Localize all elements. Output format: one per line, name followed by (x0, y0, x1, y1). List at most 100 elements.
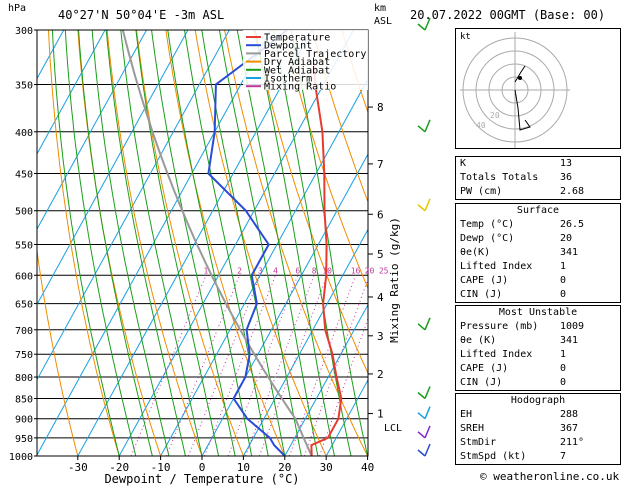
isotherm-line (242, 228, 368, 456)
series-line-temperature (310, 63, 343, 456)
dry-adiabat (282, 30, 368, 290)
wind-barb (424, 198, 431, 212)
mixing-ratio-line (303, 277, 368, 456)
footer-credit[interactable]: © weatheronline.co.uk (480, 470, 620, 483)
mixing-ratio-line (319, 317, 368, 456)
mixing-ratio-line (227, 275, 299, 456)
x-tick-label: 30 (320, 461, 333, 474)
km-tick-label: 6 (377, 208, 384, 221)
wind-barb-flag (417, 204, 426, 212)
x-tick-label: -20 (109, 461, 129, 474)
wind-barb-flag (417, 125, 426, 133)
wet-adiabat (135, 30, 220, 456)
hodograph-table: Hodograph EH 288 SREH 367 StmDir 211° StmSp… (455, 393, 621, 465)
km-tick-label: 3 (377, 330, 384, 343)
surface-row: Lifted Index 1 (460, 261, 567, 272)
pressure-tick-label: 900 (15, 415, 33, 426)
hodo-row: SREH 367 (460, 423, 579, 434)
km-tick-label: 4 (377, 291, 384, 304)
mixing-ratio-label: 16 (351, 266, 361, 275)
unstable-row: Pressure (mb) 1009 (460, 321, 585, 332)
mixing-ratio-label: 3 (258, 266, 263, 275)
dry-adiabat (106, 30, 203, 456)
dry-adiabat (253, 30, 368, 375)
km-tick-label: 1 (377, 408, 384, 421)
series-line-dewpoint (207, 30, 288, 456)
mixing-ratio-label: 4 (273, 266, 278, 275)
pressure-tick-label: 300 (15, 26, 33, 37)
legend-label: Dewpoint (264, 41, 312, 52)
indices-table: K 13 Totals Totals 36 PW (cm) 2.68 (455, 156, 621, 200)
km-tick-label: 8 (377, 101, 384, 114)
unstable-row: CIN (J) 0 (460, 377, 567, 388)
wind-barb-flag (417, 412, 426, 420)
wet-adiabat (236, 30, 319, 456)
hodograph: kt 20 40 (455, 28, 621, 149)
wind-barb (424, 317, 431, 331)
mixing-ratio-line (187, 275, 261, 456)
x-axis-label: Dewpoint / Temperature (°C) (104, 472, 299, 486)
surface-row: Dewp (°C) 20 (460, 233, 573, 244)
pressure-tick-label: 600 (15, 271, 33, 282)
hodograph-ring-label: 20 (490, 111, 500, 120)
isotherm-line (77, 30, 313, 456)
most-unstable-title: Most Unstable (498, 307, 578, 318)
pressure-tick-label: 700 (15, 326, 33, 337)
x-tick-label: 10 (237, 461, 250, 474)
x-tick-label: -10 (151, 461, 171, 474)
unstable-row: θe (K) 341 (460, 335, 579, 346)
wind-barb-flag (417, 391, 426, 400)
surface-table: Surface Temp (°C) 26.5 Dewp (°C) 20 θe(K) 3… (455, 203, 621, 303)
isotherm-line (37, 30, 272, 456)
mixing-ratio-label: 2 (237, 266, 242, 275)
datetime-title: 20.07.2022 00GMT (Base: 00) (410, 8, 606, 22)
isotherm-line (37, 30, 230, 381)
legend-label: Isotherm (264, 74, 312, 85)
dry-adiabat (312, 30, 368, 204)
isotherm-line (284, 303, 368, 456)
pressure-tick-label: 450 (15, 169, 33, 180)
x-tick-label: -30 (68, 461, 88, 474)
km-tick-label: 2 (377, 368, 384, 381)
pressure-tick-label: 950 (15, 434, 33, 445)
isotherm-line (160, 77, 368, 456)
pressure-unit: hPa (8, 3, 27, 14)
mixing-ratio-line (258, 275, 328, 456)
isotherm-line (37, 30, 106, 155)
isotherm-line (118, 30, 354, 456)
dry-adiabat (224, 30, 368, 456)
wet-adiabat (290, 30, 368, 456)
hodo-row: StmSpd (kt) 7 (460, 451, 567, 462)
legend-label: Parcel Trajectory (264, 49, 366, 60)
index-row: Totals Totals 36 (460, 172, 573, 183)
wind-barb (424, 386, 431, 399)
hodograph-trace (514, 65, 526, 83)
asl-label: ASL (374, 16, 393, 27)
hodograph-table-title: Hodograph (510, 395, 566, 406)
wind-barb-flag (417, 449, 426, 457)
legend-label: Mixing Ratio (264, 82, 336, 93)
x-tick-label: 0 (199, 461, 206, 474)
wet-adiabat (78, 30, 153, 456)
mixing-ratio-label: 20 (365, 266, 375, 275)
legend-label: Dry Adiabat (264, 57, 330, 68)
isotherm-line (325, 378, 368, 456)
surface-title: Surface (516, 205, 560, 216)
pressure-tick-label: 400 (15, 128, 33, 139)
x-tick-label: 20 (278, 461, 291, 474)
hodograph-storm-motion (518, 76, 522, 80)
pressure-tick-label: 500 (15, 207, 33, 218)
dry-adiabat (136, 30, 244, 456)
hodograph-trace (514, 89, 531, 131)
pressure-tick-label: 550 (15, 240, 33, 251)
pressure-tick-label: 1000 (9, 452, 33, 463)
mixing-ratio-line (204, 275, 276, 456)
wind-barb (424, 17, 431, 31)
wet-adiabat (201, 30, 286, 456)
wet-adiabat (51, 30, 120, 456)
surface-row: θe(K) 341 (460, 247, 579, 258)
parcel-trajectory (121, 30, 313, 456)
legend-label: Temperature (264, 33, 330, 44)
surface-row: CAPE (J) 0 (460, 275, 567, 286)
